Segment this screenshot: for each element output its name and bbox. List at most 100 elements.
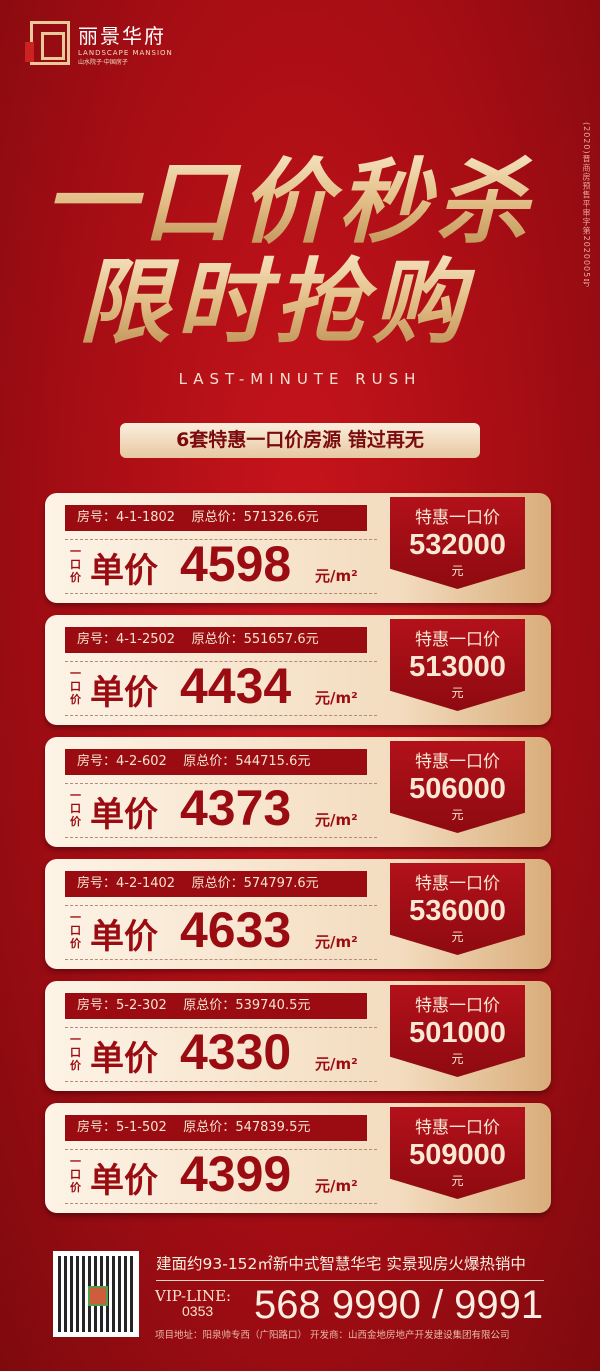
original-label: 原总价： bbox=[191, 876, 244, 891]
headline-line1: 一口价秒杀 bbox=[44, 128, 564, 261]
room-number: 4-1-2502 bbox=[116, 632, 176, 647]
divider bbox=[65, 837, 377, 838]
original-label: 原总价： bbox=[183, 998, 236, 1013]
room-label: 房号： bbox=[77, 876, 117, 891]
yikoujia-label: 一口价 bbox=[70, 1033, 81, 1072]
yikoujia-label: 一口价 bbox=[70, 1155, 81, 1194]
address: 项目地址：阳泉帅专西（广阳路口） 开发商：山西金地房地产开发建设集团有限公司 bbox=[155, 1330, 510, 1341]
unit-info: 房号：4-1-2502 原总价：551657.6元 bbox=[65, 627, 367, 653]
original-label: 原总价： bbox=[191, 632, 244, 647]
original-price: 551657.6元 bbox=[243, 632, 319, 647]
unit-info: 房号：5-1-502 原总价：547839.5元 bbox=[65, 1115, 367, 1141]
brand-name-en: LANDSCAPE MANSION bbox=[78, 49, 173, 57]
unit-price-label: 单价 bbox=[90, 1039, 158, 1079]
unit-info: 房号：5-2-302 原总价：539740.5元 bbox=[65, 993, 367, 1019]
divider bbox=[65, 715, 377, 716]
special-label: 特惠一口价 bbox=[415, 752, 500, 772]
presale-permit: (2020)晋商房预售平审字第2020005号 bbox=[582, 122, 591, 288]
room-label: 房号： bbox=[77, 632, 117, 647]
special-price: 536000 bbox=[409, 895, 506, 927]
unit-price: 4598 bbox=[180, 536, 292, 592]
headline-english: LAST-MINUTE RUSH bbox=[178, 370, 422, 388]
special-unit: 元 bbox=[451, 1052, 464, 1066]
special-unit: 元 bbox=[451, 808, 464, 822]
unit-price: 4373 bbox=[180, 780, 292, 836]
headline-line2: 限时抢购 bbox=[78, 228, 598, 361]
special-price: 513000 bbox=[409, 651, 506, 683]
divider bbox=[65, 1149, 377, 1150]
original-price: 547839.5元 bbox=[235, 1120, 311, 1135]
room-number: 5-2-302 bbox=[116, 998, 167, 1013]
original-price: 544715.6元 bbox=[235, 754, 311, 769]
special-price-tag: 特惠一口价 509000 元 bbox=[390, 1107, 525, 1199]
special-price: 509000 bbox=[409, 1139, 506, 1171]
unit-price-unit: 元/m² bbox=[315, 1055, 358, 1073]
special-price-tag: 特惠一口价 501000 元 bbox=[390, 985, 525, 1077]
unit-card: 房号：4-1-2502 原总价：551657.6元 一口价 单价 4434 元/… bbox=[45, 615, 551, 725]
divider bbox=[65, 593, 377, 594]
special-unit: 元 bbox=[451, 686, 464, 700]
qr-code[interactable] bbox=[53, 1251, 139, 1337]
unit-price-label: 单价 bbox=[90, 551, 158, 591]
unit-price-unit: 元/m² bbox=[315, 811, 358, 829]
yikoujia-label: 一口价 bbox=[70, 911, 81, 950]
special-label: 特惠一口价 bbox=[415, 1118, 500, 1138]
unit-card: 房号：5-2-302 原总价：539740.5元 一口价 单价 4330 元/m… bbox=[45, 981, 551, 1091]
seal-icon bbox=[25, 42, 34, 62]
yikoujia-label: 一口价 bbox=[70, 545, 81, 584]
special-unit: 元 bbox=[451, 1174, 464, 1188]
brand-name: 丽景华府 bbox=[78, 24, 166, 48]
original-price: 574797.6元 bbox=[243, 876, 319, 891]
unit-info: 房号：4-1-1802 原总价：571326.6元 bbox=[65, 505, 367, 531]
unit-price-unit: 元/m² bbox=[315, 567, 358, 585]
promo-banner: 6套特惠一口价房源 错过再无 bbox=[120, 423, 480, 458]
room-number: 4-1-1802 bbox=[116, 510, 176, 525]
unit-price-unit: 元/m² bbox=[315, 1177, 358, 1195]
area-code: 0353 bbox=[182, 1303, 214, 1319]
divider bbox=[65, 905, 377, 906]
original-label: 原总价： bbox=[183, 754, 236, 769]
special-label: 特惠一口价 bbox=[415, 630, 500, 650]
special-price: 532000 bbox=[409, 529, 506, 561]
special-price: 506000 bbox=[409, 773, 506, 805]
divider bbox=[65, 539, 377, 540]
original-price: 539740.5元 bbox=[235, 998, 311, 1013]
phone-number[interactable]: 568 9990 / 9991 bbox=[254, 1283, 544, 1327]
yikoujia-label: 一口价 bbox=[70, 667, 81, 706]
divider bbox=[65, 1203, 377, 1204]
brand-slogan: 山水院子·中国房子 bbox=[78, 59, 128, 66]
brand-logo: 丽景华府 LANDSCAPE MANSION 山水院子·中国房子 bbox=[25, 20, 173, 66]
room-number: 4-2-1402 bbox=[116, 876, 176, 891]
room-number: 5-1-502 bbox=[116, 1120, 167, 1135]
special-unit: 元 bbox=[451, 564, 464, 578]
special-price-tag: 特惠一口价 506000 元 bbox=[390, 741, 525, 833]
special-label: 特惠一口价 bbox=[415, 508, 500, 528]
unit-price-label: 单价 bbox=[90, 795, 158, 835]
unit-price: 4633 bbox=[180, 902, 292, 958]
unit-price-unit: 元/m² bbox=[315, 689, 358, 707]
special-unit: 元 bbox=[451, 930, 464, 944]
unit-price: 4399 bbox=[180, 1146, 292, 1202]
divider bbox=[65, 1081, 377, 1082]
divider bbox=[65, 959, 377, 960]
unit-price-unit: 元/m² bbox=[315, 933, 358, 951]
unit-price: 4434 bbox=[180, 658, 292, 714]
original-label: 原总价： bbox=[183, 1120, 236, 1135]
unit-info: 房号：4-2-602 原总价：544715.6元 bbox=[65, 749, 367, 775]
special-price: 501000 bbox=[409, 1017, 506, 1049]
footer-tagline: 建面约93-152㎡新中式智慧华宅 实景现房火爆热销中 bbox=[156, 1255, 526, 1273]
divider bbox=[65, 661, 377, 662]
divider bbox=[65, 1027, 377, 1028]
special-price-tag: 特惠一口价 513000 元 bbox=[390, 619, 525, 711]
unit-card: 房号：4-1-1802 原总价：571326.6元 一口价 单价 4598 元/… bbox=[45, 493, 551, 603]
room-label: 房号： bbox=[77, 1120, 117, 1135]
special-price-tag: 特惠一口价 532000 元 bbox=[390, 497, 525, 589]
room-number: 4-2-602 bbox=[116, 754, 167, 769]
unit-card: 房号：5-1-502 原总价：547839.5元 一口价 单价 4399 元/m… bbox=[45, 1103, 551, 1213]
room-label: 房号： bbox=[77, 998, 117, 1013]
unit-price-label: 单价 bbox=[90, 917, 158, 957]
unit-info: 房号：4-2-1402 原总价：574797.6元 bbox=[65, 871, 367, 897]
unit-price-label: 单价 bbox=[90, 673, 158, 713]
logo-mark-icon bbox=[25, 21, 70, 65]
special-label: 特惠一口价 bbox=[415, 996, 500, 1016]
